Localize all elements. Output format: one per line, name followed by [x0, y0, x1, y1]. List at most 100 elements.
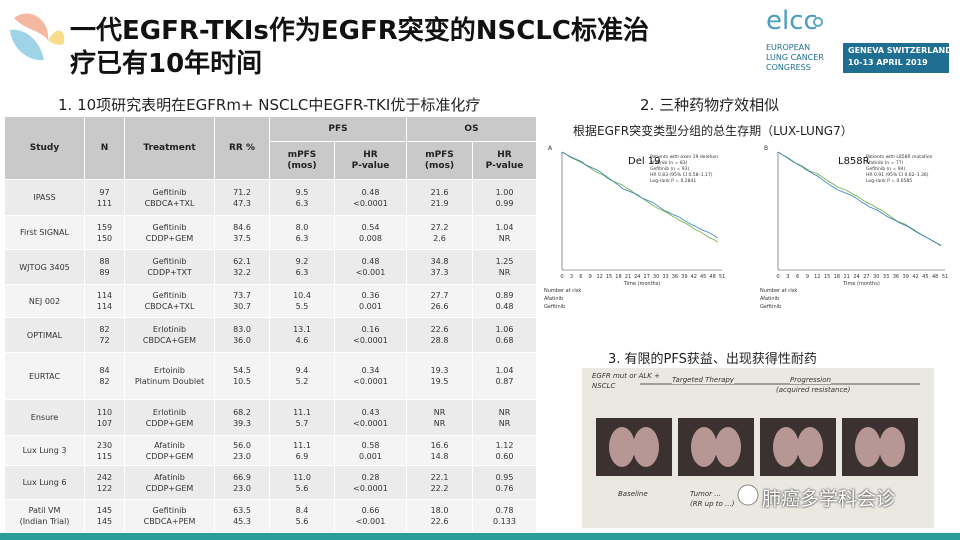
cell-text: WJTOG 3405	[19, 262, 70, 272]
table-cell: 22.6 28.8	[407, 318, 473, 353]
cell-text: 97	[99, 187, 110, 197]
cell-text: 14.8	[430, 451, 449, 461]
table-cell: 68.2 39.3	[215, 400, 270, 436]
legend-text: Patients with exon 19 deletion	[650, 154, 718, 160]
km-curve	[561, 151, 719, 243]
table-cell: 0.36 0.001	[335, 285, 407, 318]
curve-label: Del 19	[628, 156, 661, 167]
cell-text: Gefitinib	[152, 222, 187, 232]
cell-text: CDDP+GEM	[145, 451, 194, 461]
table-cell: 97 111	[85, 180, 125, 216]
cell-text: Gefitinib	[152, 506, 187, 515]
cell-text: NR	[498, 233, 511, 243]
cell-text: 0.89	[495, 291, 514, 300]
cell-text: 0.78	[495, 506, 514, 515]
table-cell: 114 114	[85, 285, 125, 318]
cell-text: 16.6	[430, 440, 449, 450]
cell-text: 0.87	[495, 377, 514, 386]
cell-text: Afatinib	[154, 472, 185, 482]
cell-text: 150	[96, 233, 113, 243]
table-cell: 88 89	[85, 250, 125, 285]
cell-text: 22.2	[430, 483, 449, 493]
cell-text: 0.34	[361, 366, 380, 375]
risk-row: Gefitinib	[760, 304, 781, 310]
table-cell: OPTIMAL	[5, 318, 85, 353]
cell-text: 34.8	[430, 257, 449, 266]
cell-text: 114	[96, 302, 113, 311]
cell-text: 83.0	[233, 325, 251, 334]
table-cell: PFS	[270, 117, 407, 142]
image-text: Progression	[790, 376, 831, 384]
cell-text: 5.5	[295, 302, 309, 311]
title: 疗已有10年时间	[70, 49, 263, 79]
table-cell: 84 82	[85, 353, 125, 400]
cell-text: HR	[497, 149, 512, 160]
table-cell: Lux Lung 3	[5, 436, 85, 466]
cell-text: 1.06	[495, 325, 514, 334]
table-cell: 242 122	[85, 466, 125, 500]
cell-text: 4.6	[295, 336, 309, 345]
table-cell: 0.78 0.133	[473, 500, 537, 533]
cell-text: mPFS	[287, 149, 317, 160]
cell-text: Treatment	[143, 142, 196, 153]
cell-text: CDDP+GEM	[145, 233, 194, 243]
table-cell: 159 150	[85, 216, 125, 250]
cell-text: 0.48	[361, 257, 380, 266]
cell-text: NR	[433, 418, 446, 428]
logo-dates: 10-13 APRIL 2019	[848, 58, 928, 67]
cell-text: 13.1	[293, 325, 311, 334]
table-cell: 9.2 6.3	[270, 250, 335, 285]
cell-text: 30.7	[233, 302, 251, 311]
x-tick-label: 33	[883, 274, 889, 280]
table-cell: 1.00 0.99	[473, 180, 537, 216]
cell-text: 45.3	[233, 517, 251, 526]
cell-text: 26.6	[430, 302, 449, 311]
section-heading: 3. 有限的PFS获益、出现获得性耐药	[608, 352, 817, 367]
cell-text: 0.66	[361, 506, 380, 515]
cell-text: NR	[498, 407, 511, 417]
image-text: Baseline	[618, 490, 648, 498]
cell-text: 6.9	[295, 451, 309, 461]
cell-text: 1.04	[495, 366, 514, 375]
cell-text: 9.4	[295, 366, 309, 375]
cell-text: 0.68	[495, 336, 514, 345]
cell-text: 6.3	[295, 268, 309, 277]
cell-text: 84.6	[233, 222, 251, 232]
cell-text: 122	[96, 483, 113, 493]
x-tick-label: 21	[625, 274, 631, 280]
x-tick-label: 18	[834, 274, 840, 280]
x-tick-label: 48	[932, 274, 938, 280]
table-cell: 110 107	[85, 400, 125, 436]
table-cell: Erlotinib CBDCA+GEM	[125, 318, 215, 353]
table-cell: 66.9 23.0	[215, 466, 270, 500]
cell-text: 84	[99, 366, 110, 375]
x-tick-label: 15	[824, 274, 830, 280]
table-cell: 22.1 22.2	[407, 466, 473, 500]
cell-text: (mos)	[287, 160, 317, 171]
ct-scans	[596, 418, 918, 476]
cell-text: 1.04	[495, 222, 514, 232]
cell-text: 56.0	[233, 440, 251, 450]
cell-text: 72	[99, 336, 110, 345]
table-cell: Ensure	[5, 400, 85, 436]
table-cell: 84.6 37.5	[215, 216, 270, 250]
table-cell: 82 72	[85, 318, 125, 353]
risk-row: Gefitinib	[544, 304, 565, 310]
cell-text: 111	[96, 198, 113, 208]
x-tick-label: 12	[596, 274, 602, 280]
cell-text: 230	[96, 440, 113, 450]
cell-text: 0.16	[361, 325, 380, 334]
table-cell: Erlotinib CDDP+GEM	[125, 400, 215, 436]
table-cell: IPASS	[5, 180, 85, 216]
cell-text: Platinum Doublet	[134, 377, 205, 386]
table-cell: Afatinib CDDP+GEM	[125, 466, 215, 500]
cell-text: 110	[96, 407, 113, 417]
table-cell: N	[85, 117, 125, 180]
legend-text: Log-rank P = 0.2841	[650, 178, 696, 184]
x-tick-label: 9	[806, 274, 809, 280]
x-tick-label: 21	[844, 274, 850, 280]
cell-text: Afatinib	[154, 440, 185, 450]
cell-text: 0.60	[495, 451, 514, 461]
cell-text: <0.0001	[353, 336, 388, 345]
